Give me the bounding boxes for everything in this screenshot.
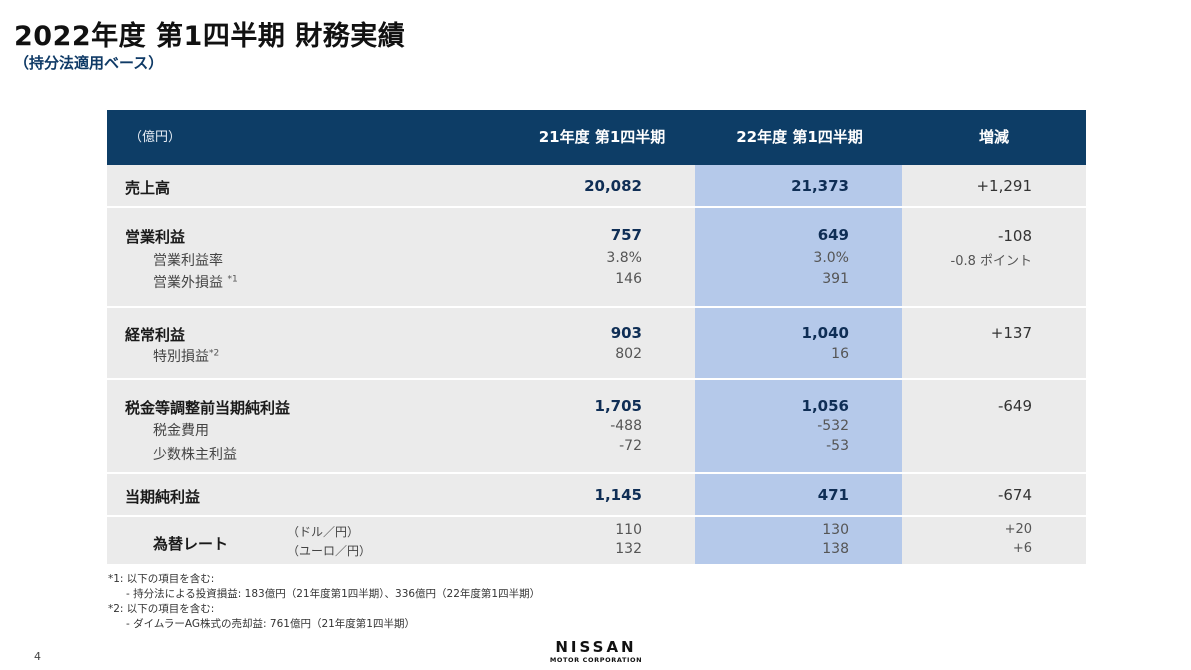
pretax-fy21: 1,705: [594, 397, 642, 415]
operating-change: -108: [997, 227, 1032, 245]
eur-fy22: 138: [822, 541, 849, 557]
nonop-fy21: 146: [615, 271, 642, 287]
fy22-highlight: [695, 208, 902, 306]
ordinary-fy21: 903: [610, 324, 642, 342]
page-subtitle: （持分法適用ベース）: [14, 54, 164, 72]
sales-fy21: 20,082: [584, 177, 642, 195]
row-label: 当期純利益: [125, 488, 201, 506]
footnotes: *1: 以下の項目を含む: - 持分法による投資損益: 183億円（21年度第1…: [108, 572, 540, 632]
sub-label: 営業外損益 *1: [153, 274, 238, 291]
fy22-highlight: [695, 474, 902, 515]
pretax-change: -649: [997, 397, 1032, 415]
footnote-2-item: - ダイムラーAG株式の売却益: 761億円（21年度第1四半期）: [126, 618, 415, 630]
margin-fy21: 3.8%: [606, 250, 642, 266]
footnote-ref: *1: [227, 274, 238, 285]
nonop-fy22: 391: [822, 271, 849, 287]
header-change: 増減: [978, 128, 1009, 146]
margin-fy22: 3.0%: [813, 250, 849, 266]
fy22-highlight: [695, 308, 902, 378]
ordinary-fy22: 1,040: [801, 324, 849, 342]
minority-fy21: -72: [619, 438, 642, 454]
table-row-net: 当期純利益 1,145 471 -674: [107, 474, 1086, 517]
table-row-operating: 営業利益 営業利益率 営業外損益 *1 757 649 -108 3.8% 3.…: [107, 208, 1086, 308]
pretax-fy22: 1,056: [801, 397, 849, 415]
footnote-1-head: *1: 以下の項目を含む:: [108, 573, 215, 585]
usd-fy22: 130: [822, 522, 849, 538]
net-fy21: 1,145: [594, 486, 642, 504]
usd-fy21: 110: [615, 522, 642, 538]
header-fy21: 21年度 第1四半期: [538, 128, 666, 146]
fy22-highlight: [695, 517, 902, 564]
table-row-pretax: 税金等調整前当期純利益 税金費用 少数株主利益 1,705 1,056 -649…: [107, 380, 1086, 474]
table-row-ordinary: 経常利益 特別損益*2 903 1,040 +137 802 16: [107, 308, 1086, 380]
usd-label: （ドル／円）: [287, 525, 360, 539]
logo-name: NISSAN: [555, 638, 637, 656]
logo-tagline: MOTOR CORPORATION: [549, 656, 643, 664]
row-label: 営業利益: [125, 228, 186, 246]
tax-fy21: -488: [610, 418, 642, 434]
header-fy22: 22年度 第1四半期: [736, 128, 863, 146]
minority-fy22: -53: [826, 438, 849, 454]
row-label: 税金等調整前当期純利益: [125, 399, 291, 417]
usd-change: +20: [1004, 522, 1032, 537]
row-label: 売上高: [125, 179, 171, 197]
unit-label: （億円）: [129, 130, 182, 145]
fy22-highlight: [695, 165, 902, 206]
page-number: 4: [34, 650, 41, 663]
eur-fy21: 132: [615, 541, 642, 557]
eur-change: +6: [1012, 541, 1032, 556]
operating-fy21: 757: [610, 226, 642, 244]
row-label: 経常利益: [125, 326, 186, 344]
footnote-ref: *2: [209, 348, 220, 359]
page-title: 2022年度 第1四半期 財務実績: [14, 21, 406, 52]
footnote-1-item: - 持分法による投資損益: 183億円（21年度第1四半期）、336億円（22年…: [126, 588, 541, 600]
net-fy22: 471: [817, 486, 849, 504]
sales-fy22: 21,373: [791, 177, 849, 195]
margin-change: -0.8 ポイント: [950, 254, 1033, 269]
sub-label: 少数株主利益: [153, 447, 237, 463]
table-row-sales: 売上高 20,082 21,373 +1,291: [107, 165, 1086, 208]
table-row-fx: 為替レート （ドル／円） （ユーロ／円） 110 130 +20 132 138…: [107, 517, 1086, 564]
footnote-2-head: *2: 以下の項目を含む:: [108, 603, 215, 615]
eur-label: （ユーロ／円）: [287, 544, 372, 558]
financial-results-table: （億円） 21年度 第1四半期 22年度 第1四半期 増減 売上高 20,082…: [107, 110, 1086, 564]
fy22-highlight: [695, 380, 902, 472]
net-change: -674: [997, 486, 1032, 504]
tax-fy22: -532: [817, 418, 849, 434]
sub-label: 税金費用: [153, 423, 209, 439]
nissan-logo: NISSAN MOTOR CORPORATION: [548, 640, 644, 665]
sales-change: +1,291: [976, 177, 1032, 195]
extra-fy22: 16: [831, 346, 849, 362]
row-label: 為替レート: [153, 535, 229, 553]
sub-label: 営業利益率: [153, 253, 223, 269]
extra-fy21: 802: [615, 346, 642, 362]
ordinary-change: +137: [990, 324, 1032, 342]
sub-label: 特別損益*2: [153, 348, 220, 365]
table-header: （億円） 21年度 第1四半期 22年度 第1四半期 増減: [107, 110, 1086, 165]
operating-fy22: 649: [817, 226, 849, 244]
